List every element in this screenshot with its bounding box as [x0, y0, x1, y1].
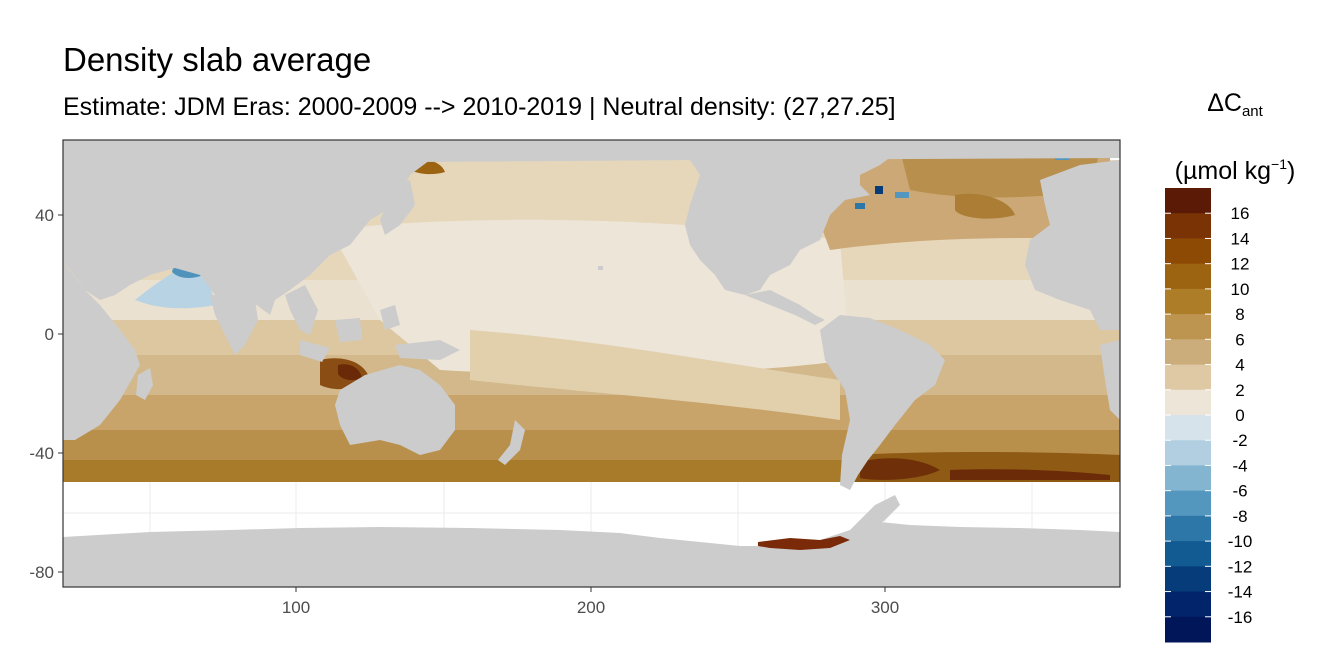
legend-label: -4 [1232, 456, 1247, 475]
chart-subtitle: Estimate: JDM Eras: 2000-2009 --> 2010-2… [63, 93, 896, 121]
x-tick-label: 200 [577, 598, 605, 617]
land [63, 140, 1120, 587]
legend-title: ΔCant (µmol kg−1) [1160, 82, 1310, 192]
legend-label: 16 [1231, 204, 1250, 223]
legend-swatch [1165, 541, 1211, 567]
legend-swatch [1165, 339, 1211, 366]
axis-ticks [58, 214, 886, 592]
y-tick-label: -40 [29, 444, 54, 463]
legend-swatch [1165, 440, 1211, 466]
legend-label: 14 [1231, 229, 1250, 248]
x-tick-label: 100 [282, 598, 310, 617]
legend-label: -8 [1232, 507, 1247, 526]
legend-swatch [1165, 288, 1211, 315]
legend-swatch [1165, 591, 1211, 618]
legend-label: -14 [1228, 583, 1253, 602]
legend-swatch [1165, 490, 1211, 517]
y-tick-label: 40 [35, 206, 54, 225]
legend-swatch [1165, 465, 1211, 492]
legend-label: -2 [1232, 431, 1247, 450]
chart-title: Density slab average [63, 41, 372, 78]
legend-label: 8 [1235, 305, 1244, 324]
legend-label: 12 [1231, 255, 1250, 274]
legend-swatch [1165, 263, 1211, 290]
legend-swatch [1165, 364, 1211, 391]
legend-swatch [1165, 515, 1211, 542]
legend-swatch [1165, 314, 1211, 340]
x-tick-label: 300 [871, 598, 899, 617]
legend-label: -10 [1228, 532, 1253, 551]
legend-labels: 16 14 12 10 8 6 4 2 0 -2 -4 -6 -8 -10 -12 -14 -16 [1228, 204, 1253, 627]
legend-label: 4 [1235, 356, 1244, 375]
legend-colorbar [1165, 188, 1211, 643]
legend-swatch [1165, 213, 1211, 239]
legend-label: 2 [1235, 381, 1244, 400]
y-tick-label: 0 [45, 325, 54, 344]
legend-label: -16 [1228, 608, 1253, 627]
legend-label: 0 [1235, 406, 1244, 425]
legend-swatch [1165, 188, 1211, 214]
legend-swatch [1165, 238, 1211, 265]
legend-label: 6 [1235, 330, 1244, 349]
map-panel [63, 140, 1120, 587]
legend-unit: (µmol kg−1) [1174, 156, 1296, 185]
legend-swatch [1165, 389, 1211, 416]
legend-label: -6 [1232, 482, 1247, 501]
legend-symbol: ΔCant [1207, 89, 1263, 120]
legend-label: 10 [1231, 280, 1250, 299]
legend-label: -12 [1228, 557, 1253, 576]
legend-swatch [1165, 616, 1211, 643]
y-tick-label: -80 [29, 563, 54, 582]
legend-swatch [1165, 566, 1211, 593]
legend-swatch [1165, 415, 1211, 441]
ross-sea-patch [758, 536, 850, 550]
